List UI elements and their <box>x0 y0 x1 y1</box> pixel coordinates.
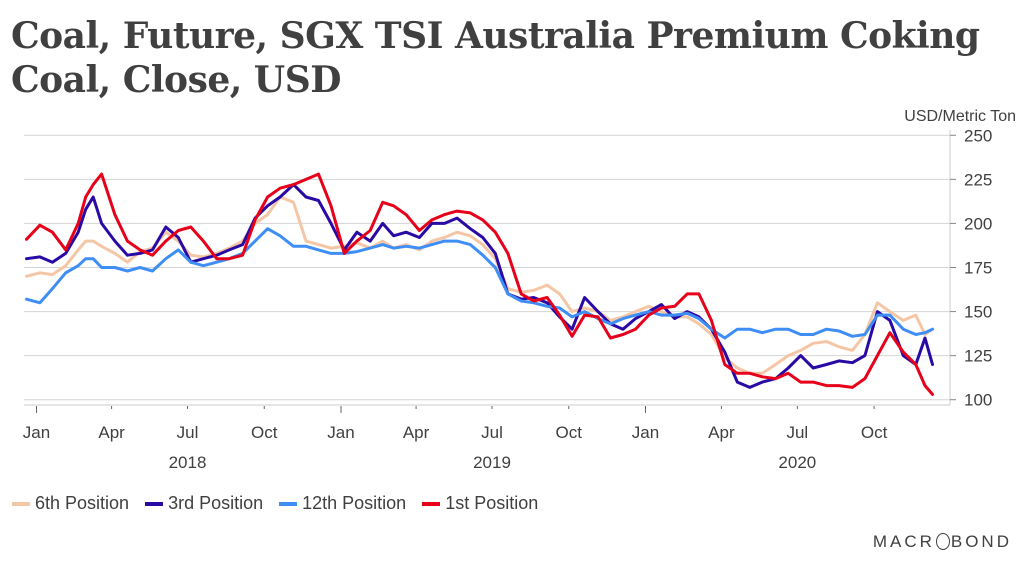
legend: 6th Position 3rd Position 12th Position … <box>12 493 538 514</box>
legend-label: 1st Position <box>445 493 539 513</box>
x-year-label: 2018 <box>169 453 207 472</box>
x-tick-label: Apr <box>403 423 430 442</box>
legend-swatch-6th <box>12 501 30 506</box>
legend-label: 3rd Position <box>168 493 264 513</box>
x-axis: Jan Apr Jul Oct Jan Apr Jul Oct Jan Apr Jul Oct 2018… <box>23 406 888 472</box>
x-tick-label: Oct <box>556 423 583 442</box>
series-line-1st-position <box>25 172 934 396</box>
y-axis: 100 125 150 175 200 225 250 <box>950 126 992 410</box>
brand-text-end: BOND <box>950 532 1012 551</box>
x-tick-label: Jan <box>23 423 50 442</box>
series-line-6th-position <box>25 195 934 375</box>
legend-item-1st-position[interactable]: 1st Position <box>422 493 538 514</box>
y-tick-label: 250 <box>964 126 992 145</box>
series-lines <box>25 172 934 396</box>
legend-swatch-1st <box>422 501 441 506</box>
series-line-12th-position <box>25 227 934 340</box>
x-tick-label: Oct <box>251 423 278 442</box>
x-year-label: 2019 <box>473 453 511 472</box>
x-tick-label: Jan <box>632 423 659 442</box>
x-tick-label: Jul <box>177 423 199 442</box>
y-tick-label: 125 <box>964 347 992 366</box>
series-line-3rd-position <box>25 183 934 389</box>
y-tick-label: 150 <box>964 303 992 322</box>
y-axis-unit-label: USD/Metric Ton <box>904 108 1016 125</box>
legend-item-12th-position[interactable]: 12th Position <box>279 493 406 514</box>
x-year-label: 2020 <box>778 453 816 472</box>
legend-label: 12th Position <box>302 493 407 513</box>
legend-label: 6th Position <box>35 493 130 513</box>
chart-title: Coal, Future, SGX TSI Australia Premium … <box>11 15 980 101</box>
x-tick-label: Apr <box>98 423 125 442</box>
legend-item-6th-position[interactable]: 6th Position <box>12 493 129 514</box>
legend-item-3rd-position[interactable]: 3rd Position <box>145 493 263 514</box>
legend-swatch-12th <box>279 501 298 506</box>
x-tick-label: Apr <box>708 423 735 442</box>
y-tick-label: 225 <box>964 170 992 189</box>
macrobond-logo: MACR BOND <box>873 532 1012 552</box>
x-tick-label: Jul <box>481 423 503 442</box>
brand-text-start: MACR <box>872 532 935 551</box>
gridlines <box>24 134 950 401</box>
y-tick-label: 200 <box>964 214 992 233</box>
x-tick-label: Oct <box>861 423 888 442</box>
legend-swatch-3rd <box>145 501 164 506</box>
y-tick-label: 175 <box>964 259 992 278</box>
x-tick-label: Jan <box>327 423 354 442</box>
brand-circle-icon <box>935 533 950 550</box>
y-tick-label: 100 <box>964 391 992 410</box>
x-tick-label: Jul <box>786 423 808 442</box>
